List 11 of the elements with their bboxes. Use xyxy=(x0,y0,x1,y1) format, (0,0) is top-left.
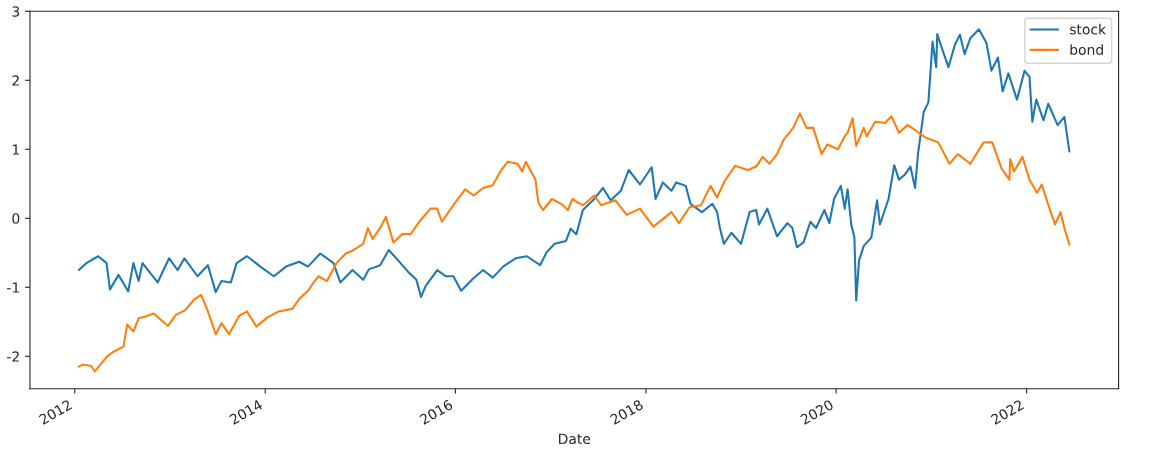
line-series xyxy=(77,28,1071,302)
legend-label: stock xyxy=(1069,23,1107,35)
y-tick-label: -1 xyxy=(7,282,19,293)
x-axis-title: Date xyxy=(559,433,591,445)
y-tick-label: 0 xyxy=(12,213,20,224)
y-tick-label: -2 xyxy=(7,351,19,362)
y-tick-label: 2 xyxy=(12,75,19,86)
line-series xyxy=(77,112,1071,373)
y-tick-label: 1 xyxy=(12,144,19,155)
legend-label: bond xyxy=(1070,44,1103,55)
y-tick-label: 3 xyxy=(12,6,20,17)
